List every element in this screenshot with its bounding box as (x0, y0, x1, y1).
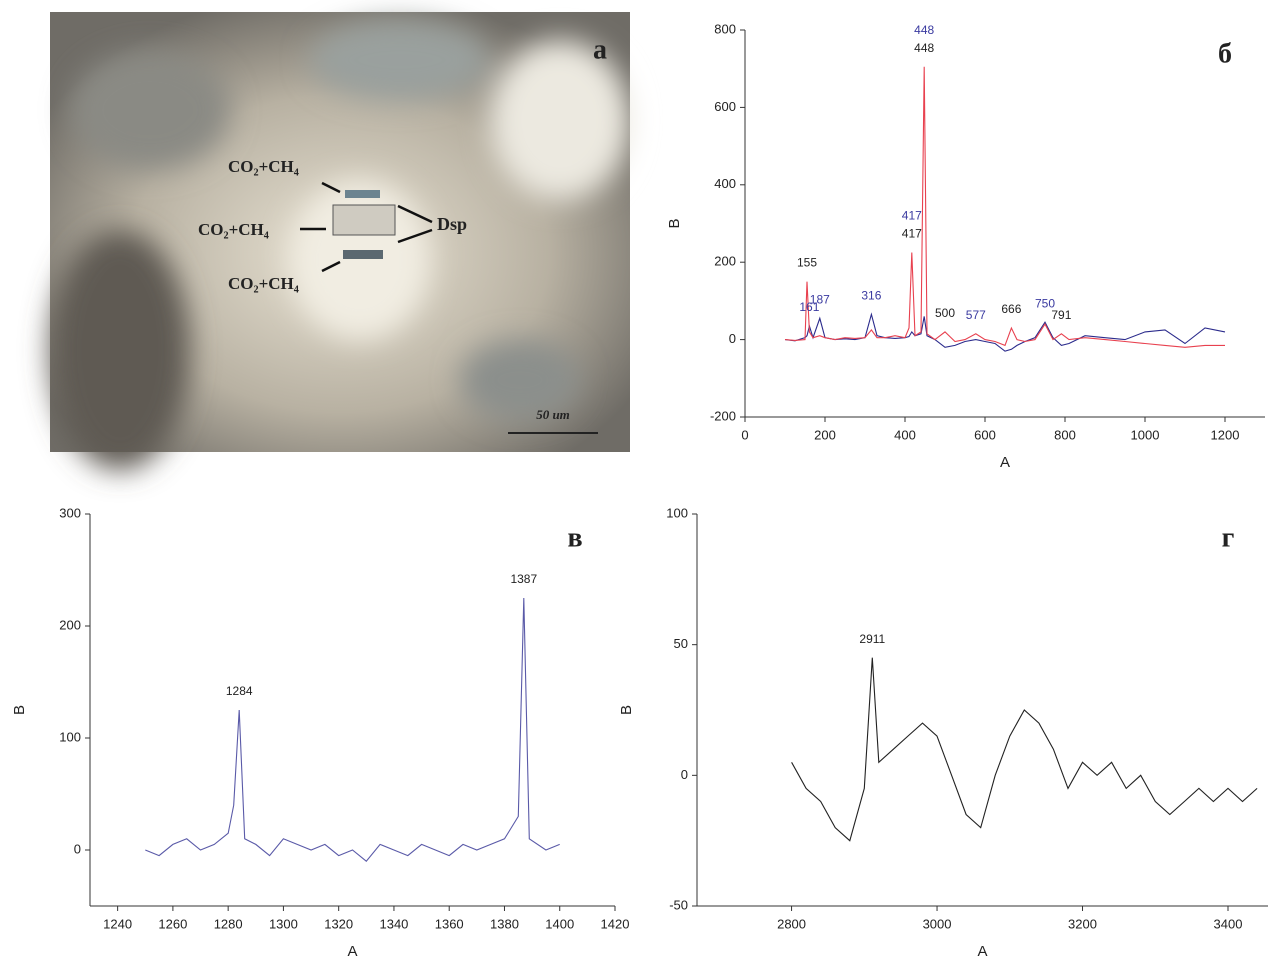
x-tick-label: 400 (894, 427, 916, 442)
series-line (145, 597, 560, 862)
photo-texture (50, 20, 630, 470)
x-tick-label: 1360 (435, 916, 464, 931)
peak-label: 417 (902, 227, 922, 241)
y-tick-label: 200 (714, 254, 736, 269)
x-tick-label: 1260 (158, 916, 187, 931)
peak-label: 316 (861, 289, 881, 303)
y-tick-label: 100 (666, 505, 688, 520)
inclusion-label: CO₂+CH₄ (198, 220, 269, 239)
x-tick-label: 1000 (1131, 427, 1160, 442)
x-tick-label: 3400 (1214, 916, 1243, 931)
peak-label: 1284 (226, 684, 253, 698)
y-tick-label: 400 (714, 176, 736, 191)
y-tick-label: 50 (674, 636, 688, 651)
peak-label: 448 (914, 41, 934, 55)
x-tick-label: 800 (1054, 427, 1076, 442)
y-tick-label: 600 (714, 99, 736, 114)
x-tick-label: 1200 (1211, 427, 1240, 442)
peak-label: 577 (966, 308, 986, 322)
x-tick-label: 3200 (1068, 916, 1097, 931)
scale-bar-label: 50 um (536, 407, 570, 422)
x-tick-label: 1380 (490, 916, 519, 931)
x-tick-label: 0 (741, 427, 748, 442)
x-tick-label: 1280 (214, 916, 243, 931)
peak-label: 1387 (510, 572, 537, 586)
y-tick-label: 300 (59, 505, 81, 520)
x-tick-label: 1300 (269, 916, 298, 931)
chart-title: б (1218, 38, 1232, 69)
y-tick-label: 0 (74, 841, 81, 856)
y-tick-label: 100 (59, 729, 81, 744)
inclusion-label: CO₂+CH₄ (228, 274, 299, 293)
x-tick-label: 200 (814, 427, 836, 442)
x-axis-label: А (347, 943, 357, 960)
y-axis-label: В (618, 705, 635, 715)
y-tick-label: -200 (710, 408, 736, 423)
y-tick-label: 200 (59, 617, 81, 632)
x-axis-label: А (1000, 454, 1010, 471)
photo: а CO₂+CH₄ CO₂+CH₄ CO₂+CH₄ Dsp 50 um (50, 12, 630, 470)
x-axis-label: А (977, 943, 987, 960)
x-tick-label: 1340 (379, 916, 408, 931)
peak-label: 187 (810, 292, 830, 306)
peak-label: 155 (797, 256, 817, 270)
chart-title: г (1222, 522, 1235, 553)
series-line (784, 66, 1225, 348)
y-tick-label: 800 (714, 21, 736, 36)
y-axis-label: В (11, 705, 28, 715)
panel-label: а (593, 34, 607, 65)
series-line (791, 657, 1258, 842)
inclusion (345, 190, 380, 198)
peak-label: 161 (799, 300, 819, 314)
x-tick-label: 1240 (103, 916, 132, 931)
x-tick-label: 2800 (777, 916, 806, 931)
y-tick-label: 0 (729, 331, 736, 346)
mineral-label: Dsp (437, 214, 467, 234)
peak-label: 750 (1035, 296, 1055, 310)
y-tick-label: 0 (681, 767, 688, 782)
x-tick-label: 1400 (545, 916, 574, 931)
y-tick-label: -50 (669, 897, 688, 912)
arrows (300, 181, 433, 273)
chart-title: в (567, 522, 582, 553)
peak-label: 500 (935, 306, 955, 320)
peak-label: 791 (1051, 308, 1071, 322)
x-tick-label: 1420 (601, 916, 630, 931)
peak-label: 666 (1001, 302, 1021, 316)
inclusion (332, 204, 396, 236)
x-tick-label: 3000 (923, 916, 952, 931)
x-tick-label: 600 (974, 427, 996, 442)
inclusion (343, 250, 383, 259)
y-axis-label: В (666, 218, 683, 228)
peak-label: 2911 (859, 632, 885, 646)
peak-label: 448 (914, 23, 934, 37)
peak-label: 417 (902, 209, 922, 223)
x-tick-label: 1320 (324, 916, 353, 931)
inclusion-label: CO₂+CH₄ (228, 157, 299, 176)
